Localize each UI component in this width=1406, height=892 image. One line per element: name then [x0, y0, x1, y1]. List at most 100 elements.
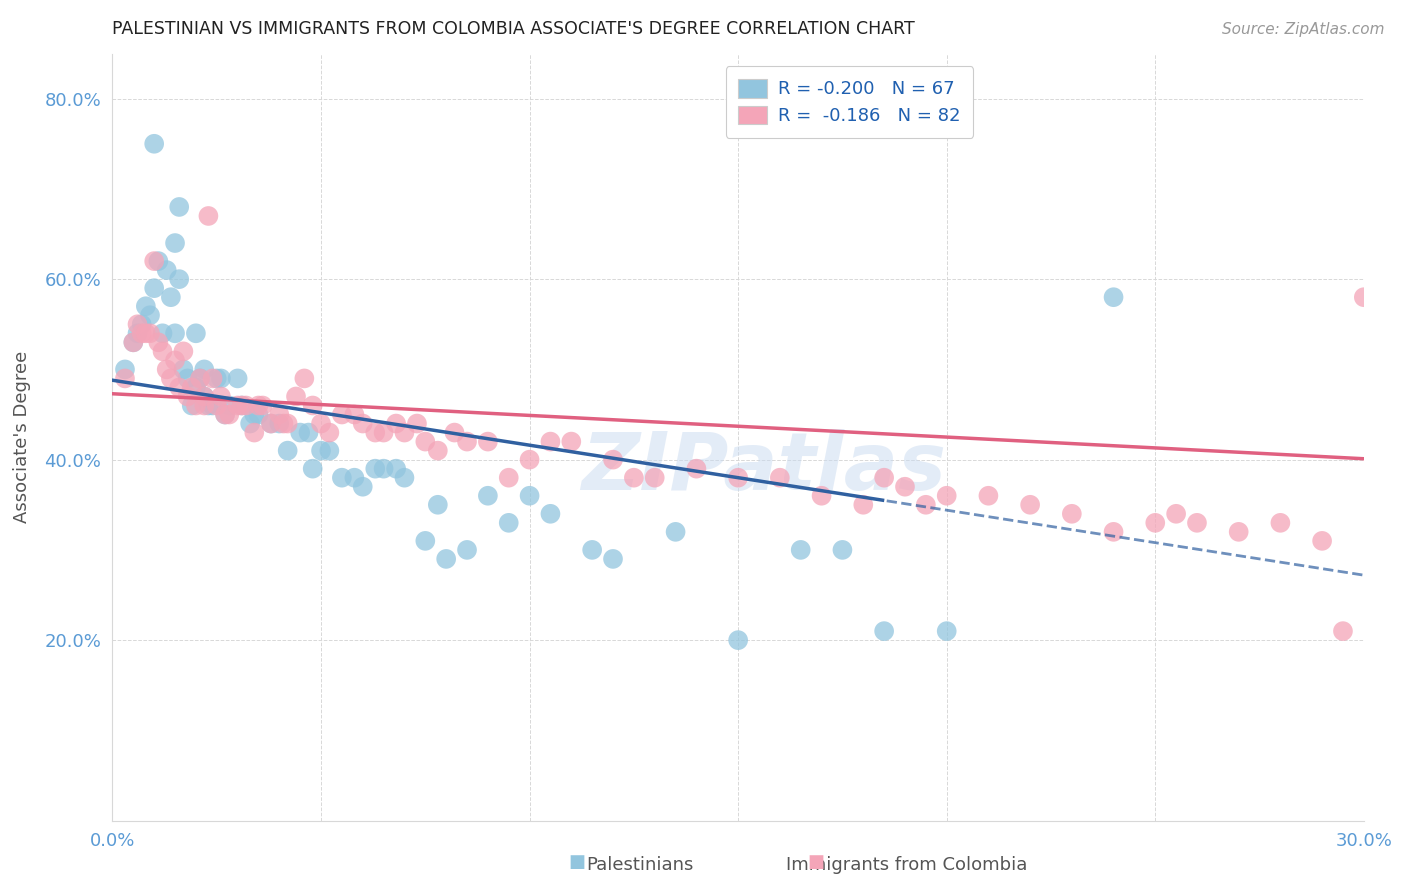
Point: [184, 380, 207, 394]
Point: [373, 425, 395, 440]
Point: [260, 417, 283, 431]
Point: [456, 542, 478, 557]
Point: [330, 471, 353, 485]
Point: [156, 263, 179, 277]
Point: [477, 489, 499, 503]
Point: [218, 399, 240, 413]
Point: [519, 452, 541, 467]
Point: [247, 408, 270, 422]
Point: [231, 399, 253, 413]
Point: [1310, 533, 1333, 548]
Point: [247, 399, 270, 413]
Point: [1331, 624, 1354, 639]
Point: [394, 471, 416, 485]
Point: [131, 318, 153, 332]
Legend: R = -0.200   N = 67, R =  -0.186   N = 82: R = -0.200 N = 67, R = -0.186 N = 82: [725, 66, 973, 137]
Point: [301, 461, 323, 475]
Point: [426, 498, 449, 512]
Point: [209, 389, 232, 403]
Point: [538, 434, 561, 449]
Point: [172, 344, 194, 359]
Point: [498, 516, 520, 530]
Point: [135, 326, 157, 341]
Point: [114, 362, 136, 376]
Point: [413, 434, 436, 449]
Point: [285, 389, 308, 403]
Point: [243, 408, 266, 422]
Point: [131, 326, 153, 341]
Point: [193, 399, 215, 413]
Point: [385, 461, 408, 475]
Point: [184, 399, 207, 413]
Point: [167, 272, 190, 286]
Point: [498, 471, 520, 485]
Point: [167, 200, 190, 214]
Point: [148, 254, 170, 268]
Point: [231, 399, 253, 413]
Point: [193, 389, 215, 403]
Point: [581, 542, 603, 557]
Text: ■: ■: [807, 854, 824, 871]
Point: [1185, 516, 1208, 530]
Point: [1270, 516, 1292, 530]
Point: [273, 417, 295, 431]
Point: [226, 371, 249, 385]
Point: [127, 326, 149, 341]
Point: [172, 362, 194, 376]
Point: [209, 371, 232, 385]
Point: [269, 417, 291, 431]
Point: [727, 471, 749, 485]
Text: PALESTINIAN VS IMMIGRANTS FROM COLOMBIA ASSOCIATE'S DEGREE CORRELATION CHART: PALESTINIAN VS IMMIGRANTS FROM COLOMBIA …: [112, 21, 915, 38]
Point: [790, 542, 813, 557]
Point: [1144, 516, 1167, 530]
Point: [160, 371, 183, 385]
Point: [406, 417, 429, 431]
Point: [394, 425, 416, 440]
Point: [114, 371, 136, 385]
Point: [235, 399, 257, 413]
Point: [1353, 290, 1375, 304]
Point: [894, 480, 917, 494]
Point: [301, 399, 323, 413]
Point: [292, 371, 315, 385]
Point: [122, 335, 145, 350]
Point: [852, 498, 875, 512]
Point: [260, 417, 283, 431]
Point: [122, 335, 145, 350]
Point: [143, 136, 166, 151]
Point: [685, 461, 707, 475]
Text: ■: ■: [568, 854, 585, 871]
Point: [180, 399, 202, 413]
Point: [152, 344, 174, 359]
Point: [309, 443, 332, 458]
Point: [602, 452, 624, 467]
Point: [243, 425, 266, 440]
Point: [385, 417, 408, 431]
Point: [252, 399, 274, 413]
Point: [935, 489, 957, 503]
Point: [727, 633, 749, 648]
Point: [352, 480, 374, 494]
Point: [343, 408, 366, 422]
Point: [214, 408, 236, 422]
Point: [1019, 498, 1042, 512]
Text: Source: ZipAtlas.com: Source: ZipAtlas.com: [1222, 22, 1385, 37]
Point: [163, 326, 186, 341]
Point: [205, 399, 228, 413]
Point: [519, 489, 541, 503]
Point: [135, 299, 157, 313]
Point: [201, 399, 224, 413]
Point: [139, 326, 162, 341]
Point: [180, 380, 202, 394]
Point: [769, 471, 792, 485]
Point: [318, 425, 340, 440]
Point: [318, 443, 340, 458]
Point: [413, 533, 436, 548]
Point: [538, 507, 561, 521]
Point: [290, 425, 312, 440]
Point: [309, 417, 332, 431]
Point: [269, 408, 291, 422]
Point: [176, 371, 198, 385]
Point: [205, 371, 228, 385]
Point: [434, 552, 457, 566]
